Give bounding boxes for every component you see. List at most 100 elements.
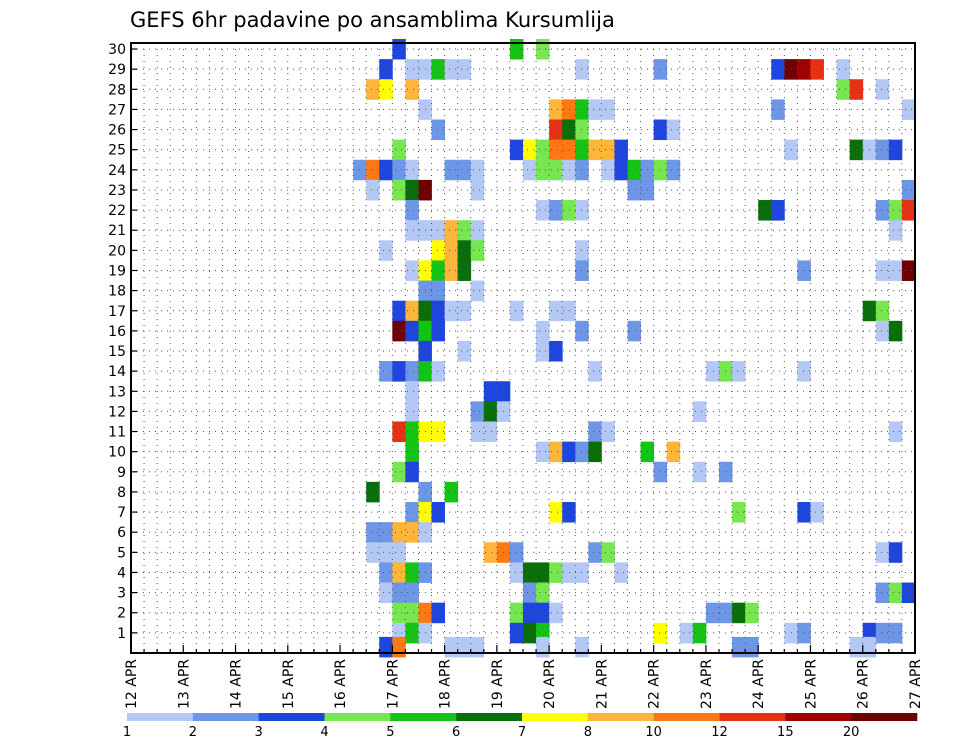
heatmap-cell bbox=[679, 622, 694, 644]
heatmap-cells bbox=[353, 38, 916, 658]
heatmap-cell bbox=[562, 502, 576, 523]
heatmap-cell bbox=[392, 361, 406, 382]
y-tick-label: 17 bbox=[108, 304, 126, 320]
heatmap-cell bbox=[549, 502, 563, 523]
x-tick-label: 24 APR bbox=[751, 659, 767, 709]
heatmap-cell bbox=[536, 441, 550, 463]
heatmap-cell bbox=[444, 481, 459, 503]
heatmap-cell bbox=[875, 79, 890, 100]
y-tick-label: 28 bbox=[108, 82, 126, 98]
heatmap-cell bbox=[771, 99, 785, 120]
legend-swatch bbox=[851, 713, 918, 721]
x-tick-label: 16 APR bbox=[333, 659, 349, 709]
heatmap-cell bbox=[653, 159, 668, 181]
heatmap-cell bbox=[392, 562, 406, 583]
heatmap-cell bbox=[392, 582, 406, 604]
heatmap-cell bbox=[392, 320, 406, 342]
heatmap-cell bbox=[405, 582, 419, 604]
heatmap-cell bbox=[888, 260, 903, 281]
heatmap-cell bbox=[875, 622, 890, 644]
heatmap-cell bbox=[862, 636, 877, 658]
heatmap-cell bbox=[431, 119, 445, 141]
heatmap-cell bbox=[627, 320, 641, 342]
x-tick-label: 13 APR bbox=[176, 659, 192, 709]
heatmap-cell bbox=[431, 59, 445, 80]
y-tick-label: 27 bbox=[108, 102, 126, 118]
heatmap-cell bbox=[549, 99, 563, 120]
y-tick-label: 21 bbox=[108, 223, 126, 239]
heatmap-cell bbox=[653, 461, 668, 483]
heatmap-cell bbox=[509, 542, 524, 563]
heatmap-cell bbox=[562, 119, 576, 141]
heatmap-cell bbox=[431, 502, 445, 523]
heatmap-cell bbox=[523, 562, 537, 583]
heatmap-cell bbox=[444, 636, 459, 658]
heatmap-cell bbox=[549, 300, 563, 322]
x-tick-label: 25 APR bbox=[803, 659, 819, 709]
heatmap-cell bbox=[836, 59, 851, 80]
x-tick-label: 27 APR bbox=[908, 659, 924, 709]
legend-swatch bbox=[324, 713, 391, 721]
y-tick-label: 5 bbox=[117, 545, 126, 561]
x-tick-label: 21 APR bbox=[594, 659, 610, 709]
heatmap-cell bbox=[810, 59, 824, 80]
heatmap-cell bbox=[849, 139, 864, 161]
heatmap-cell bbox=[392, 636, 406, 658]
heatmap-cell bbox=[470, 421, 485, 443]
heatmap-cell bbox=[509, 38, 524, 60]
heatmap-cell bbox=[771, 200, 785, 221]
heatmap-cell bbox=[444, 300, 459, 322]
x-tick-label: 26 APR bbox=[856, 659, 872, 709]
y-tick-label: 15 bbox=[108, 344, 126, 360]
y-tick-label: 12 bbox=[108, 404, 126, 420]
legend-label: 4 bbox=[320, 725, 328, 740]
heatmap-cell bbox=[875, 260, 890, 281]
heatmap-cell bbox=[523, 159, 537, 181]
heatmap-cell bbox=[705, 602, 720, 624]
heatmap-cell bbox=[888, 139, 903, 161]
heatmap-cell bbox=[483, 401, 498, 422]
heatmap-cell bbox=[444, 59, 459, 80]
heatmap-cell bbox=[470, 240, 485, 261]
heatmap-cell bbox=[444, 240, 459, 261]
heatmap-cell bbox=[509, 602, 524, 624]
heatmap-cell bbox=[405, 602, 419, 624]
heatmap-cell bbox=[405, 441, 419, 463]
heatmap-cell bbox=[405, 622, 419, 644]
heatmap-cell bbox=[366, 542, 380, 563]
heatmap-cell bbox=[562, 441, 576, 463]
heatmap-cell bbox=[875, 582, 890, 604]
y-tick-label: 4 bbox=[117, 565, 126, 581]
y-tick-label: 30 bbox=[108, 42, 126, 58]
heatmap-cell bbox=[536, 139, 550, 161]
heatmap-cell bbox=[379, 522, 393, 543]
heatmap-cell bbox=[549, 340, 563, 362]
heatmap-cell bbox=[405, 320, 419, 342]
heatmap-cell bbox=[379, 79, 393, 100]
legend-swatch bbox=[258, 713, 325, 721]
y-tick-label: 22 bbox=[108, 203, 126, 219]
heatmap-cell bbox=[836, 79, 851, 100]
heatmap-cell bbox=[562, 99, 576, 120]
x-tick-label: 22 APR bbox=[647, 659, 663, 709]
heatmap-cell bbox=[549, 602, 563, 624]
legend-label: 5 bbox=[386, 725, 394, 740]
y-tick-label: 14 bbox=[108, 364, 126, 380]
y-tick-label: 2 bbox=[117, 606, 126, 622]
heatmap-cell bbox=[732, 502, 746, 523]
legend-label: 3 bbox=[255, 725, 263, 740]
heatmap-cell bbox=[457, 159, 472, 181]
heatmap-cell bbox=[575, 636, 589, 658]
legend-swatch bbox=[390, 713, 457, 721]
heatmap-cell bbox=[523, 139, 537, 161]
heatmap-cell bbox=[523, 602, 537, 624]
heatmap-cell bbox=[431, 260, 445, 281]
heatmap-cell bbox=[379, 240, 393, 261]
heatmap-cell bbox=[470, 401, 485, 422]
legend-swatch bbox=[522, 713, 589, 721]
y-tick-label: 3 bbox=[117, 586, 126, 602]
heatmap-cell bbox=[392, 421, 406, 443]
heatmap-cell bbox=[692, 401, 707, 422]
y-axis-ticks: 1234567891011121314151617181920212223242… bbox=[108, 42, 137, 642]
heatmap-cell bbox=[901, 582, 916, 604]
